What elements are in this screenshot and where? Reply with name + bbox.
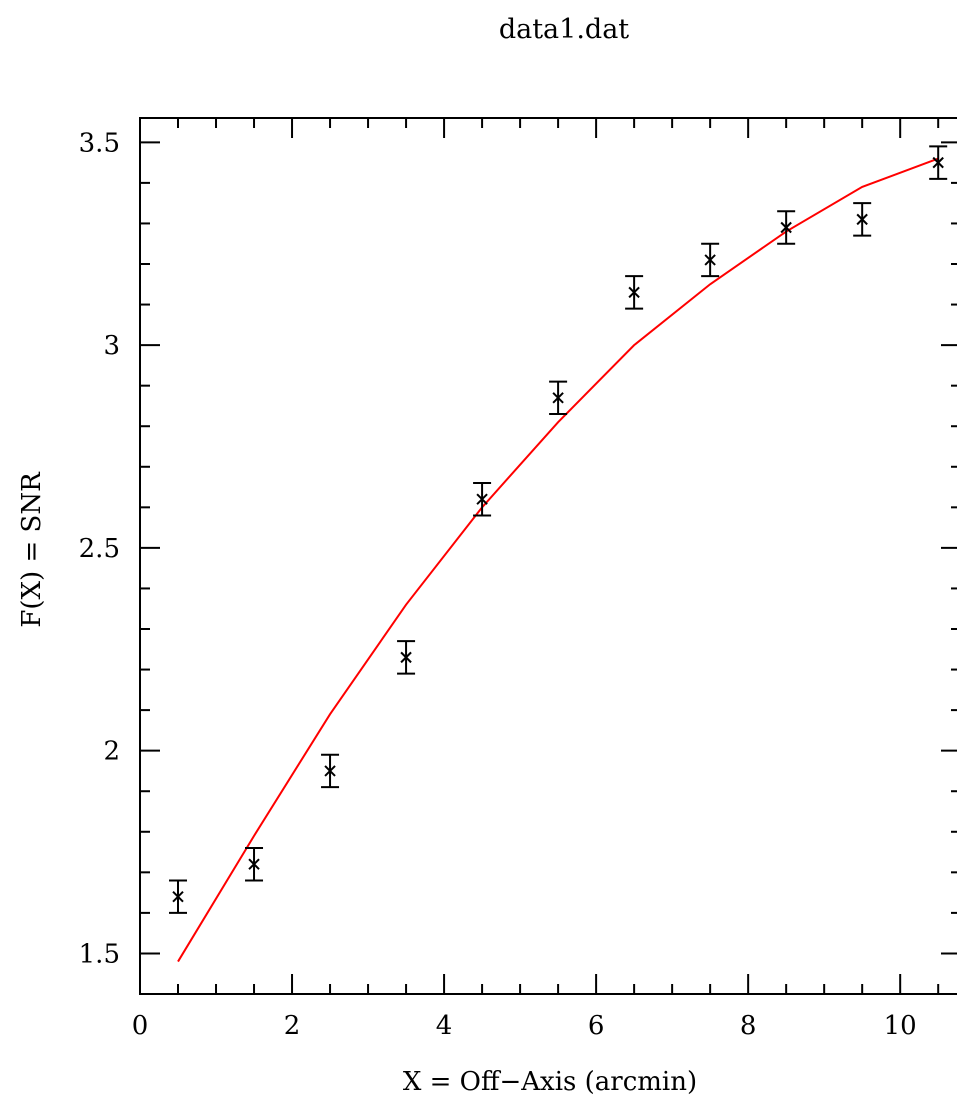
y-tick-label: 2 [103, 737, 120, 767]
y-tick-label: 2.5 [79, 534, 120, 564]
plot-frame [139, 117, 957, 995]
x-tick-label: 4 [436, 1011, 453, 1041]
data-point [169, 879, 188, 914]
x-tick-label: 8 [740, 1011, 757, 1041]
data-point [321, 753, 340, 789]
data-point [701, 242, 720, 278]
data-point [853, 202, 872, 237]
x-tick-label: 2 [284, 1011, 301, 1041]
y-axis-label: F(X) = SNR [17, 471, 47, 628]
x-axis-label: X = Off−Axis (arcmin) [403, 1067, 697, 1097]
data-points [169, 145, 948, 914]
data-point [929, 145, 948, 180]
data-point [397, 640, 416, 675]
x-tick-label: 0 [132, 1011, 149, 1041]
axis-ticks [139, 118, 957, 995]
x-tick-label: 10 [884, 1011, 917, 1041]
y-tick-label: 1.5 [79, 939, 120, 969]
data-point [777, 210, 796, 245]
y-tick-label: 3.5 [79, 128, 120, 158]
data-point [245, 847, 264, 882]
data-point [625, 275, 644, 310]
tick-labels: 0 2 4 6 8 10 1.5 2 2.5 3 3.5 [79, 128, 917, 1041]
y-tick-label: 3 [103, 331, 120, 361]
x-tick-label: 6 [588, 1011, 605, 1041]
data-point [473, 482, 492, 517]
chart-title: data1.dat [499, 14, 629, 45]
data-point [549, 380, 568, 416]
fit-curve [177, 157, 939, 963]
